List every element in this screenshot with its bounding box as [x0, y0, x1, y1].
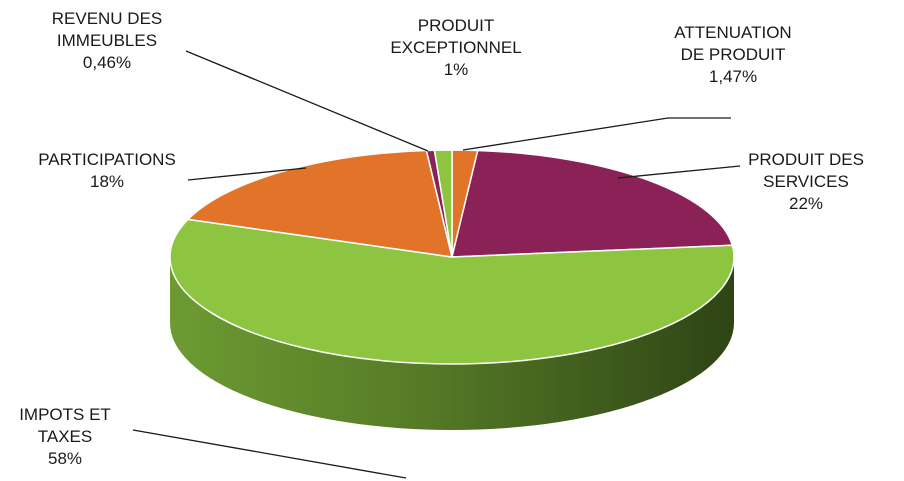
slice-value-1: 22% [789, 194, 823, 213]
leader-lines [132, 50, 741, 479]
slice-label-3-line-0: PARTICIPATIONS [38, 150, 176, 169]
slice-value-5: 1% [444, 60, 469, 79]
slice-label-4-line-1: IMMEUBLES [57, 31, 157, 50]
leader-line-4 [185, 50, 429, 152]
slice-label-5-line-0: PRODUIT [418, 16, 495, 35]
slice-value-4: 0,46% [83, 53, 131, 72]
slice-label-2-line-0: IMPOTS ET [19, 405, 111, 424]
slice-value-2: 58% [48, 449, 82, 468]
slice-label-0-line-1: DE PRODUIT [681, 45, 786, 64]
slice-label-2-line-1: TAXES [38, 427, 92, 446]
leader-line-0 [462, 117, 731, 151]
leader-line-1 [617, 165, 741, 179]
slice-labels: ATTENUATION DE PRODUIT 1,47% PRODUIT DES SER… [19, 9, 864, 468]
pie-slices [169, 149, 735, 365]
slice-label-4-line-0: REVENU DES [52, 9, 163, 28]
slice-label-0-line-0: ATTENUATION [674, 23, 791, 42]
slice-label-5-line-1: EXCEPTIONNEL [390, 38, 521, 57]
pie-side-2 [170, 257, 734, 430]
pie-slice-3 [187, 149, 453, 258]
pie-slice-1 [451, 149, 734, 258]
slice-value-3: 18% [90, 172, 124, 191]
pie-slice-5 [433, 149, 453, 258]
pie-slice-2 [169, 218, 735, 365]
pie-sides [170, 257, 734, 430]
slice-value-0: 1,47% [709, 67, 757, 86]
leader-line-3 [187, 167, 307, 181]
slice-label-1-line-0: PRODUIT DES [748, 150, 864, 169]
slice-label-1-line-1: SERVICES [763, 172, 849, 191]
leader-line-2 [132, 429, 407, 479]
